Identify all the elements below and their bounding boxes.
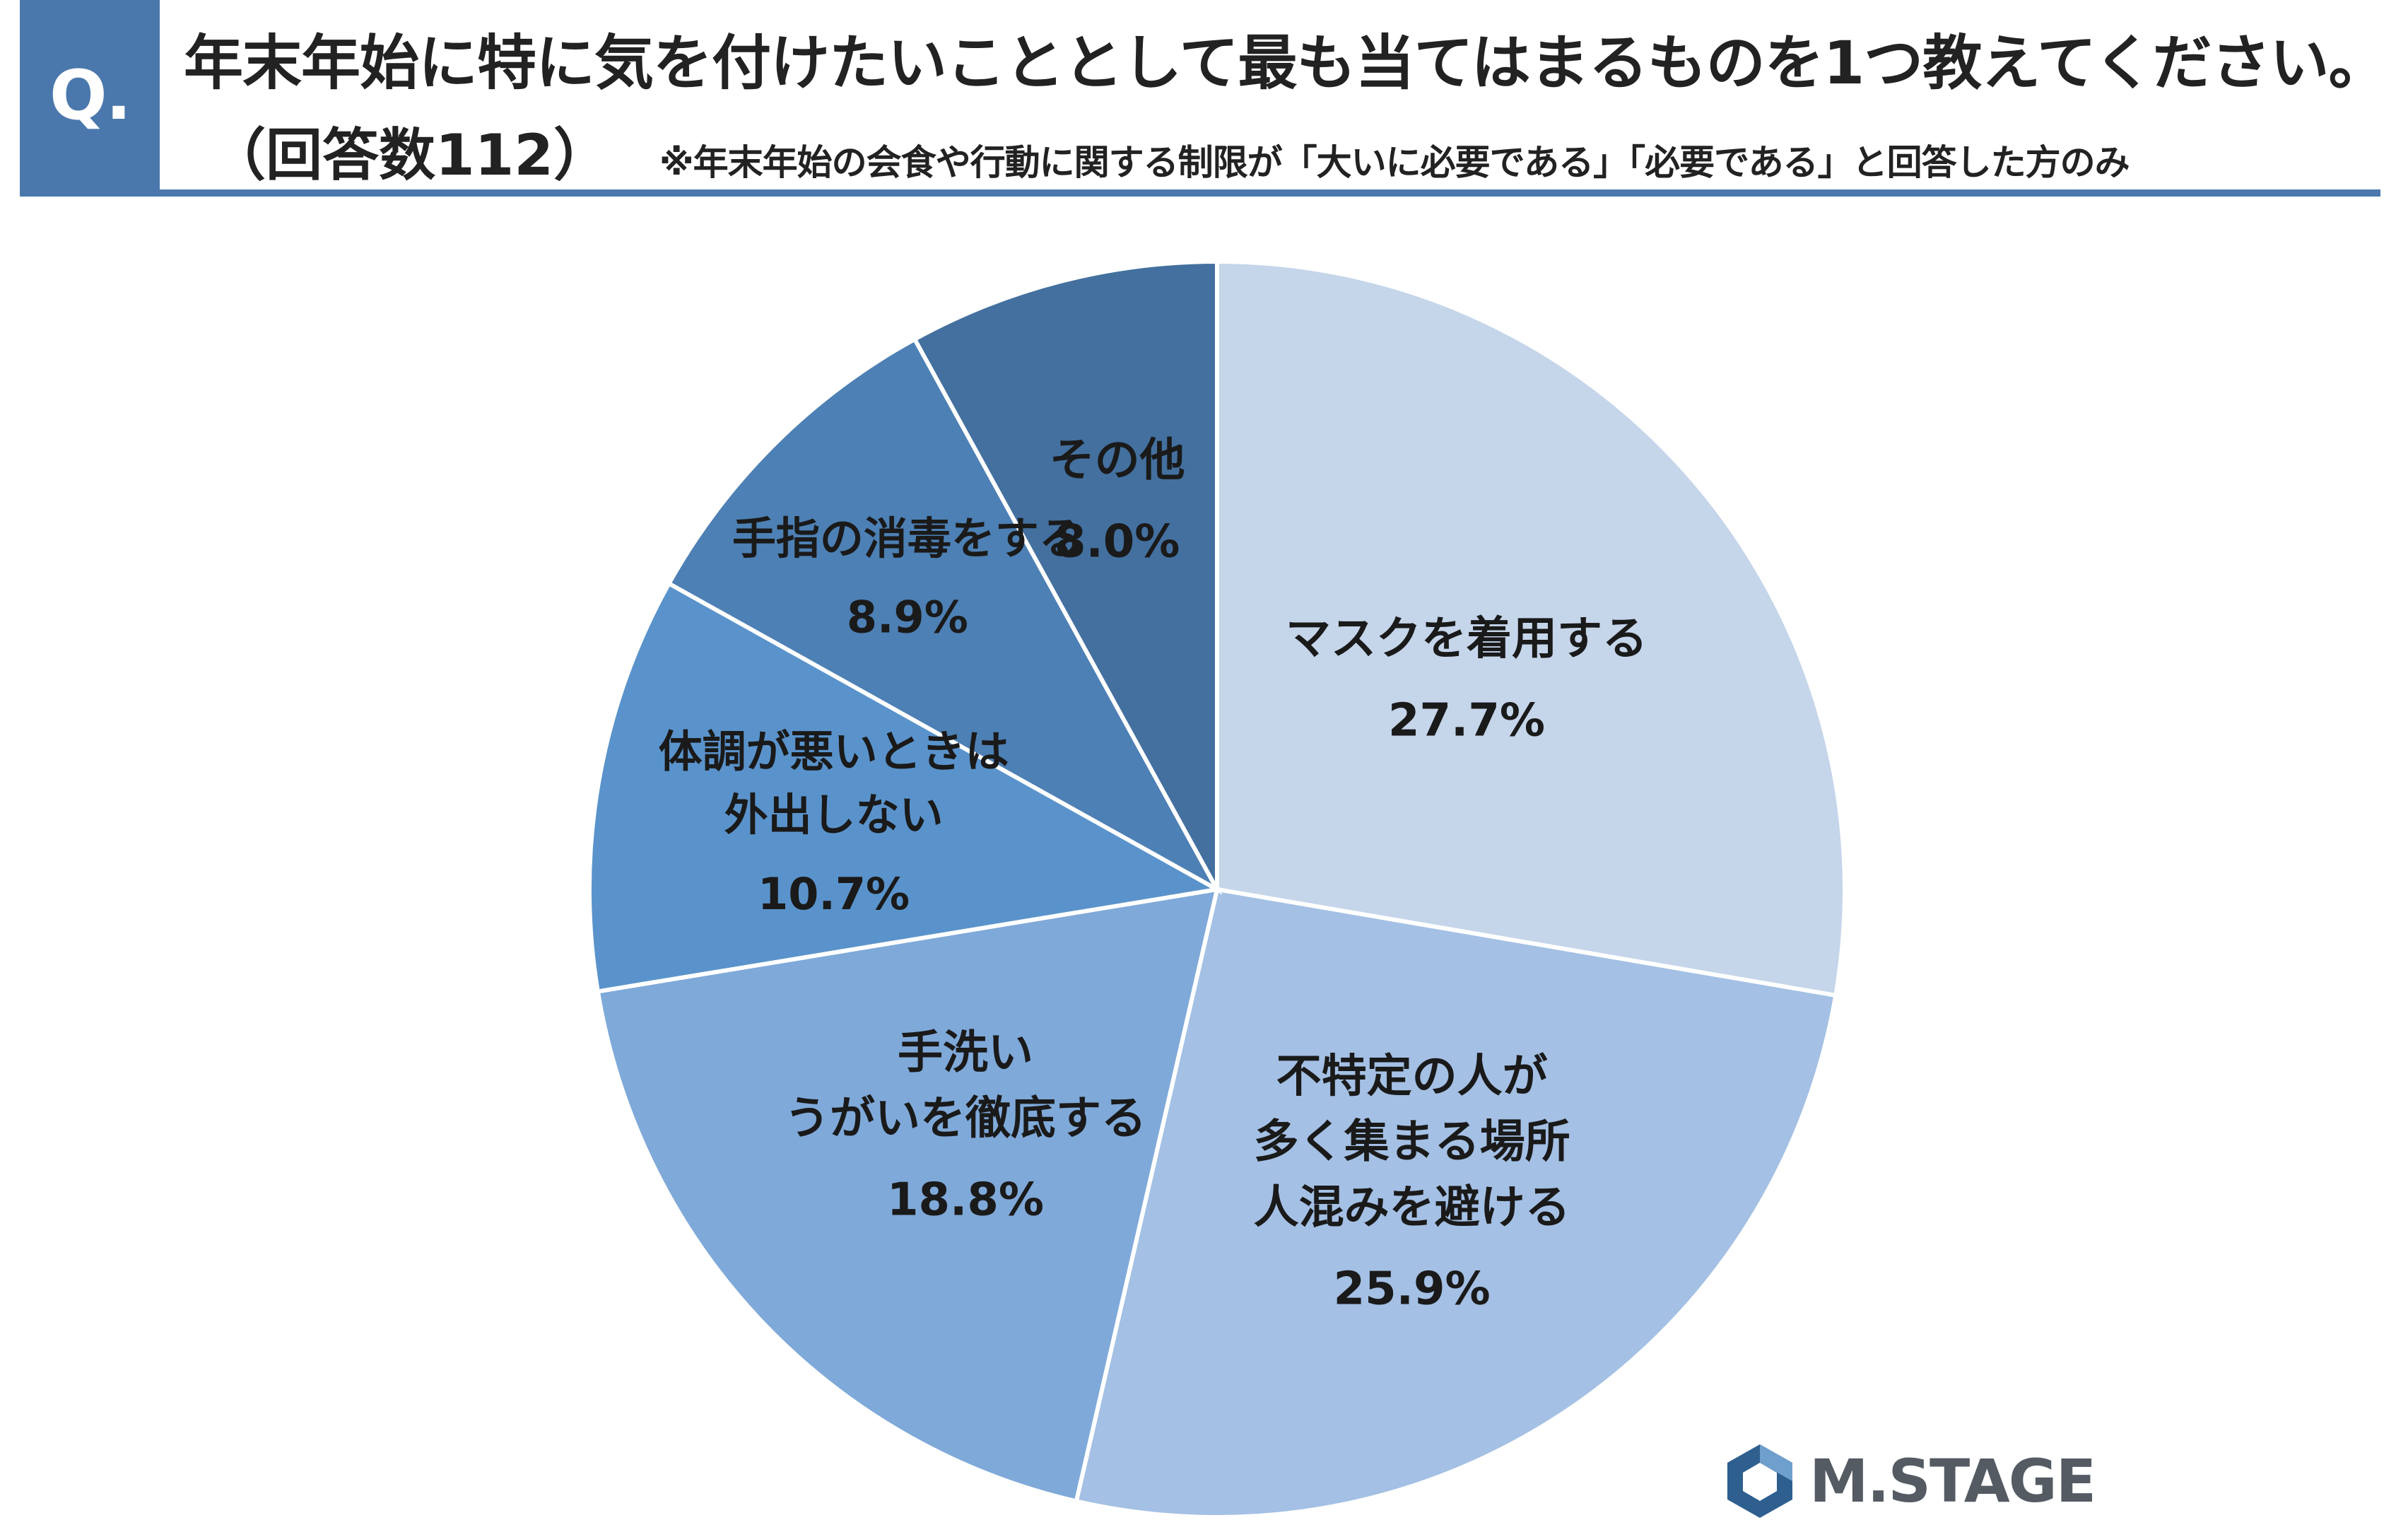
pie-slice (1215, 259, 1847, 998)
header: Q. 年末年始に特に気を付けたいこととして最も当てはまるものを1つ教えてください… (20, 0, 2388, 197)
slice-value-label: 25.9% (1334, 1263, 1491, 1316)
slice-label: 体調が悪いときは (659, 725, 1009, 777)
slice-value-label: 8.9% (847, 592, 968, 643)
logo-text: M.STAGE (1809, 1446, 2096, 1516)
subtitle-row: （回答数112） ※年末年始の会食や行動に関する制限が「大いに必要である」「必要… (209, 110, 2130, 192)
slice-label: その他 (1050, 434, 1185, 486)
pie-slice (666, 336, 1223, 895)
slice-value-label: 27.7% (1388, 694, 1545, 747)
q-label: Q. (49, 56, 131, 135)
logo-hexagon-icon (1727, 1444, 1792, 1518)
slice-label: 手洗い (898, 1027, 1033, 1080)
pie-slice (1074, 887, 1838, 1515)
slice-value-label: 18.8% (887, 1174, 1044, 1227)
slice-label: 多く集まる場所 (1254, 1116, 1570, 1169)
slice-label: 外出しない (724, 789, 944, 841)
slice-value-label: 10.7% (758, 868, 910, 920)
q-badge: Q. (20, 0, 160, 191)
header-rule (20, 189, 2380, 197)
slice-label: 不特定の人が (1276, 1051, 1548, 1103)
respondent-note: ※年末年始の会食や行動に関する制限が「大いに必要である」「必要である」と回答した… (659, 142, 2130, 183)
company-logo: M.STAGE (1725, 1442, 2096, 1520)
pie-slice (595, 887, 1220, 1504)
slice-label: マスクを着用する (1286, 613, 1648, 665)
question-title: 年末年始に特に気を付けたいこととして最も当てはまるものを1つ教えてください。 (184, 28, 2388, 98)
slice-label: 手指の消毒をする (732, 513, 1083, 564)
slice-label: うがいを徹底する (785, 1093, 1146, 1145)
slice-label: 人混みを避ける (1254, 1182, 1570, 1234)
pie-slice (587, 580, 1223, 994)
respondent-count: （回答数112） (209, 122, 610, 188)
slice-value-label: 8.0% (1055, 516, 1180, 568)
pie-slice (912, 259, 1219, 891)
